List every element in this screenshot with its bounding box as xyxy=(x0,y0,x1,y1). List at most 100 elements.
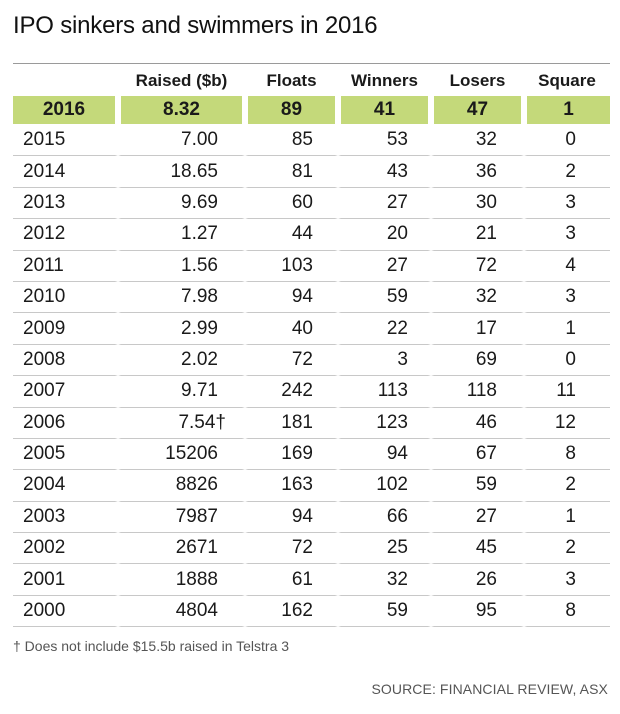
cell-floats: 81 xyxy=(245,156,338,188)
cell-raised: 2671 xyxy=(118,533,245,565)
cell-square: 11 xyxy=(524,376,610,408)
column-header-losers: Losers xyxy=(449,71,506,90)
cell-raised: 4804 xyxy=(118,595,245,628)
table-row: 2003 7987 94 66 27 1 xyxy=(13,501,610,534)
footnote: † Does not include $15.5b raised in Tels… xyxy=(13,638,290,654)
cell-winners: 41 xyxy=(338,96,431,125)
source-credit: SOURCE: FINANCIAL REVIEW, ASX xyxy=(371,681,608,697)
cell-raised: 7.98 xyxy=(118,281,245,314)
header-row: Raised ($b) Floats Winners Losers Square xyxy=(13,66,610,96)
cell-losers: 45 xyxy=(431,533,524,565)
cell-losers: 27 xyxy=(431,501,524,534)
cell-winners: 32 xyxy=(338,564,431,596)
table-row: 2000 4804 162 59 95 8 xyxy=(13,595,610,628)
cell-floats: 242 xyxy=(245,376,338,408)
cell-square: 3 xyxy=(524,219,610,251)
cell-year: 2001 xyxy=(13,564,118,596)
cell-losers: 26 xyxy=(431,564,524,596)
cell-year: 2011 xyxy=(13,250,118,282)
cell-winners: 27 xyxy=(338,250,431,282)
cell-square: 0 xyxy=(524,125,610,157)
cell-year: 2005 xyxy=(13,438,118,471)
table-row: 2001 1888 61 32 26 3 xyxy=(13,564,610,596)
cell-winners: 22 xyxy=(338,313,431,345)
cell-square: 12 xyxy=(524,407,610,439)
cell-floats: 72 xyxy=(245,533,338,565)
cell-square: 8 xyxy=(524,438,610,471)
cell-raised: 2.02 xyxy=(118,344,245,377)
cell-square: 2 xyxy=(524,156,610,188)
table-row: 2002 2671 72 25 45 2 xyxy=(13,533,610,565)
cell-year: 2004 xyxy=(13,470,118,502)
cell-floats: 163 xyxy=(245,470,338,502)
cell-losers: 69 xyxy=(431,344,524,377)
cell-winners: 66 xyxy=(338,501,431,534)
cell-floats: 44 xyxy=(245,219,338,251)
cell-winners: 59 xyxy=(338,281,431,314)
cell-winners: 59 xyxy=(338,595,431,628)
cell-square: 8 xyxy=(524,595,610,628)
cell-year: 2014 xyxy=(13,156,118,188)
cell-square: 1 xyxy=(524,96,610,125)
cell-losers: 30 xyxy=(431,187,524,220)
table-row: 2004 8826 163 102 59 2 xyxy=(13,470,610,502)
cell-floats: 181 xyxy=(245,407,338,439)
table-row: 2007 9.71 242 113 118 11 xyxy=(13,376,610,408)
cell-square: 3 xyxy=(524,187,610,220)
cell-square: 0 xyxy=(524,344,610,377)
cell-floats: 40 xyxy=(245,313,338,345)
cell-floats: 61 xyxy=(245,564,338,596)
cell-losers: 95 xyxy=(431,595,524,628)
cell-winners: 20 xyxy=(338,219,431,251)
cell-year: 2016 xyxy=(13,96,118,125)
cell-winners: 3 xyxy=(338,344,431,377)
cell-raised: 2.99 xyxy=(118,313,245,345)
cell-winners: 94 xyxy=(338,438,431,471)
cell-losers: 59 xyxy=(431,470,524,502)
cell-losers: 118 xyxy=(431,376,524,408)
cell-winners: 113 xyxy=(338,376,431,408)
column-header-year xyxy=(13,66,118,96)
cell-square: 1 xyxy=(524,501,610,534)
table-row: 2015 7.00 85 53 32 0 xyxy=(13,125,610,157)
cell-year: 2006 xyxy=(13,407,118,439)
cell-winners: 25 xyxy=(338,533,431,565)
table-row: 2012 1.27 44 20 21 3 xyxy=(13,219,610,251)
table-row: 2009 2.99 40 22 17 1 xyxy=(13,313,610,345)
column-header-raised: Raised ($b) xyxy=(135,71,228,90)
cell-year: 2015 xyxy=(13,125,118,157)
cell-raised: 9.69 xyxy=(118,187,245,220)
table-row: 2013 9.69 60 27 30 3 xyxy=(13,187,610,220)
cell-losers: 46 xyxy=(431,407,524,439)
cell-square: 4 xyxy=(524,250,610,282)
top-divider xyxy=(13,63,610,64)
cell-floats: 89 xyxy=(245,96,338,125)
cell-floats: 72 xyxy=(245,344,338,377)
cell-floats: 94 xyxy=(245,501,338,534)
cell-year: 2013 xyxy=(13,187,118,220)
cell-losers: 36 xyxy=(431,156,524,188)
cell-losers: 47 xyxy=(431,96,524,125)
cell-losers: 21 xyxy=(431,219,524,251)
cell-floats: 162 xyxy=(245,595,338,628)
table-row: 2006 7.54† 181 123 46 12 xyxy=(13,407,610,439)
cell-square: 2 xyxy=(524,470,610,502)
table-row: 2008 2.02 72 3 69 0 xyxy=(13,344,610,377)
cell-square: 3 xyxy=(524,564,610,596)
cell-raised: 1.27 xyxy=(118,219,245,251)
cell-raised: 18.65 xyxy=(118,156,245,188)
cell-winners: 53 xyxy=(338,125,431,157)
cell-floats: 94 xyxy=(245,281,338,314)
cell-raised: 7.00 xyxy=(118,125,245,157)
cell-year: 2000 xyxy=(13,595,118,628)
cell-raised: 1.56 xyxy=(118,250,245,282)
cell-raised: 9.71 xyxy=(118,376,245,408)
table-body: 2016 8.32 89 41 47 1 2015 7.00 85 53 32 0 2014 18.65 8… xyxy=(13,96,610,628)
cell-raised: 7987 xyxy=(118,501,245,534)
cell-losers: 32 xyxy=(431,125,524,157)
cell-losers: 72 xyxy=(431,250,524,282)
cell-losers: 32 xyxy=(431,281,524,314)
cell-floats: 85 xyxy=(245,125,338,157)
cell-raised: 8.32 xyxy=(118,96,245,125)
table-row: 2016 8.32 89 41 47 1 xyxy=(13,96,610,125)
